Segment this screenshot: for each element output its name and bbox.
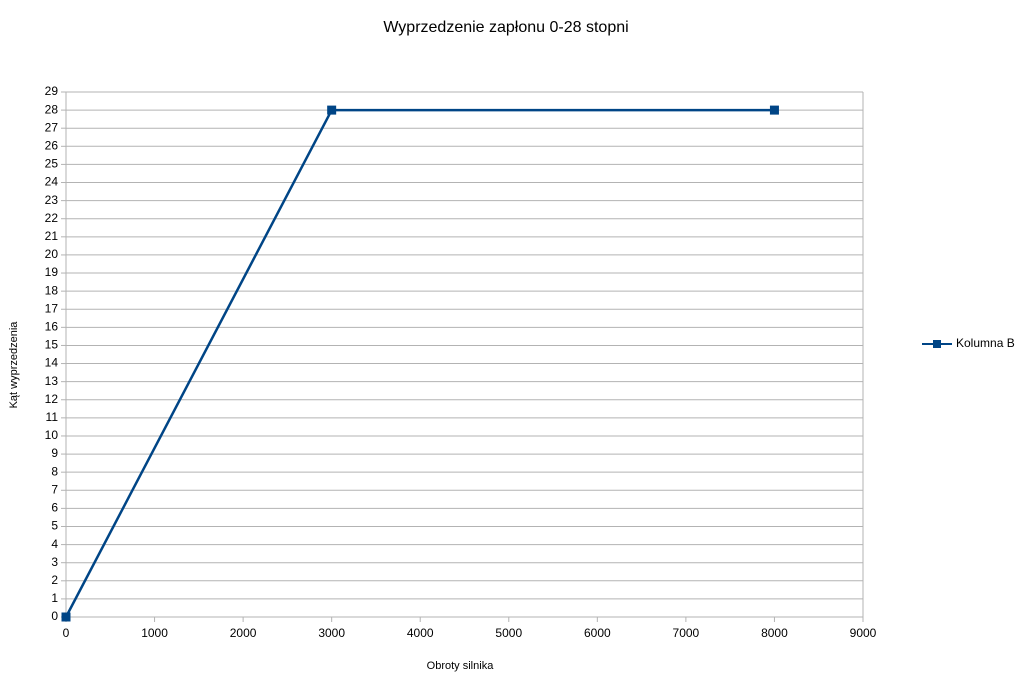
y-tick-label: 12 xyxy=(45,392,59,406)
y-tick-label: 22 xyxy=(45,211,59,225)
y-tick-label: 6 xyxy=(51,501,58,515)
y-tick-label: 14 xyxy=(45,356,59,370)
y-tick-label: 17 xyxy=(45,301,59,315)
x-tick-label: 2000 xyxy=(230,626,257,640)
x-tick-label: 1000 xyxy=(141,626,168,640)
y-tick-label: 10 xyxy=(45,428,59,442)
y-tick-label: 24 xyxy=(45,175,59,189)
x-tick-label: 4000 xyxy=(407,626,434,640)
x-tick-label: 9000 xyxy=(850,626,877,640)
x-axis-label: Obroty silnika xyxy=(427,660,495,672)
y-tick-label: 3 xyxy=(51,555,58,569)
marker xyxy=(769,105,779,115)
y-tick-label: 5 xyxy=(51,519,58,533)
y-tick-label: 20 xyxy=(45,247,59,261)
y-tick-label: 2 xyxy=(51,573,58,587)
y-tick-label: 23 xyxy=(45,193,59,207)
y-tick-label: 26 xyxy=(45,138,59,152)
legend-label: Kolumna B xyxy=(956,336,1015,350)
chart-title: Wyprzedzenie zapłonu 0-28 stopni xyxy=(383,19,628,36)
x-tick-label: 3000 xyxy=(318,626,345,640)
y-tick-label: 9 xyxy=(51,446,58,460)
marker xyxy=(327,105,337,115)
y-tick-label: 8 xyxy=(51,464,58,478)
x-tick-label: 0 xyxy=(63,626,70,640)
y-tick-label: 25 xyxy=(45,157,59,171)
y-tick-label: 16 xyxy=(45,320,59,334)
y-axis-label: Kąt wyprzedzenia xyxy=(8,321,20,409)
y-tick-label: 11 xyxy=(46,410,59,424)
y-tick-label: 15 xyxy=(45,338,59,352)
y-tick-label: 28 xyxy=(45,102,59,116)
marker xyxy=(61,612,71,622)
legend-marker xyxy=(933,340,941,348)
x-tick-label: 7000 xyxy=(673,626,700,640)
y-tick-label: 21 xyxy=(45,229,59,243)
y-tick-label: 29 xyxy=(45,84,59,98)
x-tick-label: 8000 xyxy=(761,626,788,640)
y-tick-label: 27 xyxy=(45,120,59,134)
y-tick-label: 7 xyxy=(51,482,58,496)
y-tick-label: 4 xyxy=(51,537,58,551)
x-tick-label: 5000 xyxy=(495,626,522,640)
y-tick-label: 0 xyxy=(51,609,58,623)
y-tick-label: 18 xyxy=(45,283,59,297)
y-tick-label: 19 xyxy=(45,265,59,279)
y-tick-label: 1 xyxy=(51,591,58,605)
x-tick-label: 6000 xyxy=(584,626,611,640)
y-tick-label: 13 xyxy=(45,374,59,388)
